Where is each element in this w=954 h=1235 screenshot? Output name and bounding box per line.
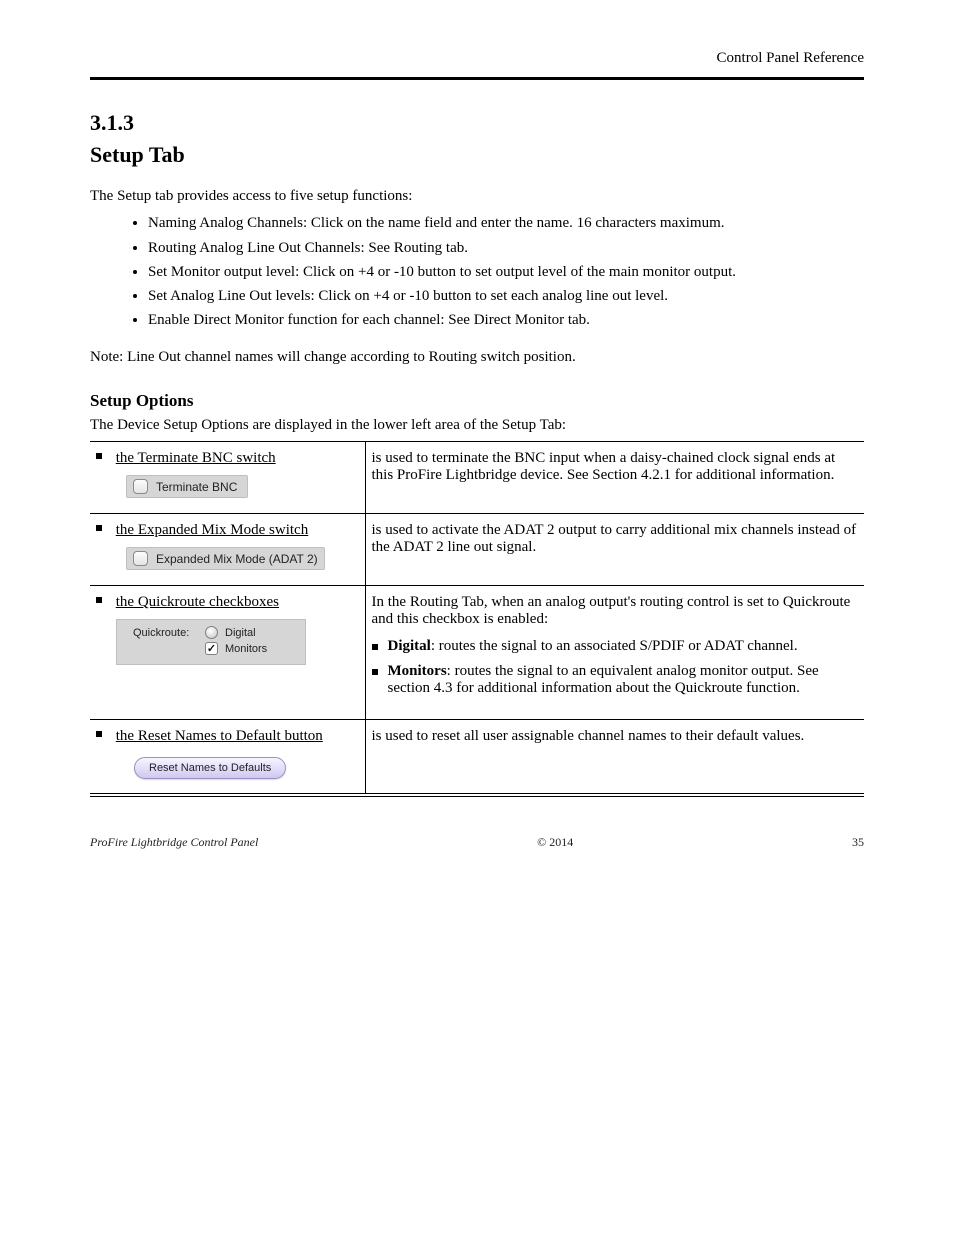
- switch-label: Terminate BNC: [156, 480, 237, 494]
- option-name: the Quickroute checkboxes: [116, 594, 279, 610]
- section-title: Setup Tab: [90, 142, 864, 168]
- subsection-title: Setup Options: [90, 391, 864, 411]
- quickroute-monitors-checkbox[interactable]: ✓: [205, 642, 218, 655]
- options-table: the Terminate BNC switch Terminate BNC i…: [90, 441, 864, 794]
- table-row: the Terminate BNC switch Terminate BNC i…: [90, 442, 864, 514]
- bullet-icon: [96, 525, 102, 531]
- feature-item: Routing Analog Line Out Channels: See Ro…: [148, 237, 864, 260]
- option-name: the Expanded Mix Mode switch: [116, 522, 308, 538]
- sub-bold: Digital: [388, 638, 431, 654]
- subsection-desc: The Device Setup Options are displayed i…: [90, 415, 864, 435]
- intro-note: Note: Line Out channel names will change…: [90, 347, 864, 367]
- bullet-icon: [372, 644, 378, 650]
- header-rule: [90, 77, 864, 80]
- quickroute-label: Quickroute:: [133, 627, 205, 639]
- option-sub: Digital: routes the signal to an associa…: [372, 638, 859, 655]
- option-description-lead: In the Routing Tab, when an analog outpu…: [372, 594, 859, 628]
- sub-bold: Monitors: [388, 663, 447, 679]
- terminate-bnc-switch[interactable]: Terminate BNC: [126, 475, 248, 498]
- option-description: is used to terminate the BNC input when …: [365, 442, 864, 514]
- footer-middle: © 2014: [537, 835, 573, 850]
- bullet-icon: [372, 669, 378, 675]
- feature-item: Set Analog Line Out levels: Click on +4 …: [148, 285, 864, 308]
- page-footer: ProFire Lightbridge Control Panel © 2014…: [90, 835, 864, 850]
- quickroute-digital-radio[interactable]: [205, 626, 218, 639]
- quickroute-digital-label: Digital: [225, 627, 256, 639]
- option-sub: Monitors: routes the signal to an equiva…: [372, 663, 859, 697]
- feature-item: Set Monitor output level: Click on +4 or…: [148, 261, 864, 284]
- quickroute-panel: Quickroute: Digital ✓ Monitors: [116, 619, 306, 665]
- sub-text: : routes the signal to an equivalent ana…: [388, 663, 819, 696]
- bullet-icon: [96, 597, 102, 603]
- bullet-icon: [96, 453, 102, 459]
- option-name: the Terminate BNC switch: [116, 450, 276, 466]
- features-list: Naming Analog Channels: Click on the nam…: [90, 212, 864, 332]
- quickroute-monitors-label: Monitors: [225, 643, 267, 655]
- table-row: the Expanded Mix Mode switch Expanded Mi…: [90, 514, 864, 586]
- option-description: is used to activate the ADAT 2 output to…: [365, 514, 864, 586]
- checkbox-icon[interactable]: [133, 551, 148, 566]
- table-bottom-rule: [90, 796, 864, 797]
- intro-lead: The Setup tab provides access to five se…: [90, 186, 864, 206]
- sub-text: : routes the signal to an associated S/P…: [431, 638, 798, 654]
- footer-page-number: 35: [852, 835, 864, 850]
- bullet-icon: [96, 731, 102, 737]
- feature-item: Enable Direct Monitor function for each …: [148, 309, 864, 332]
- table-row: the Quickroute checkboxes Quickroute: Di…: [90, 586, 864, 720]
- option-description: is used to reset all user assignable cha…: [365, 720, 864, 794]
- checkbox-icon[interactable]: [133, 479, 148, 494]
- reset-names-button[interactable]: Reset Names to Defaults: [134, 757, 286, 779]
- switch-label: Expanded Mix Mode (ADAT 2): [156, 552, 318, 566]
- table-row: the Reset Names to Default button Reset …: [90, 720, 864, 794]
- page-header-right: Control Panel Reference: [90, 50, 864, 67]
- feature-item: Naming Analog Channels: Click on the nam…: [148, 212, 864, 235]
- option-name: the Reset Names to Default button: [116, 728, 323, 744]
- section-number: 3.1.3: [90, 110, 864, 136]
- expanded-mix-mode-switch[interactable]: Expanded Mix Mode (ADAT 2): [126, 547, 325, 570]
- footer-left: ProFire Lightbridge Control Panel: [90, 835, 258, 850]
